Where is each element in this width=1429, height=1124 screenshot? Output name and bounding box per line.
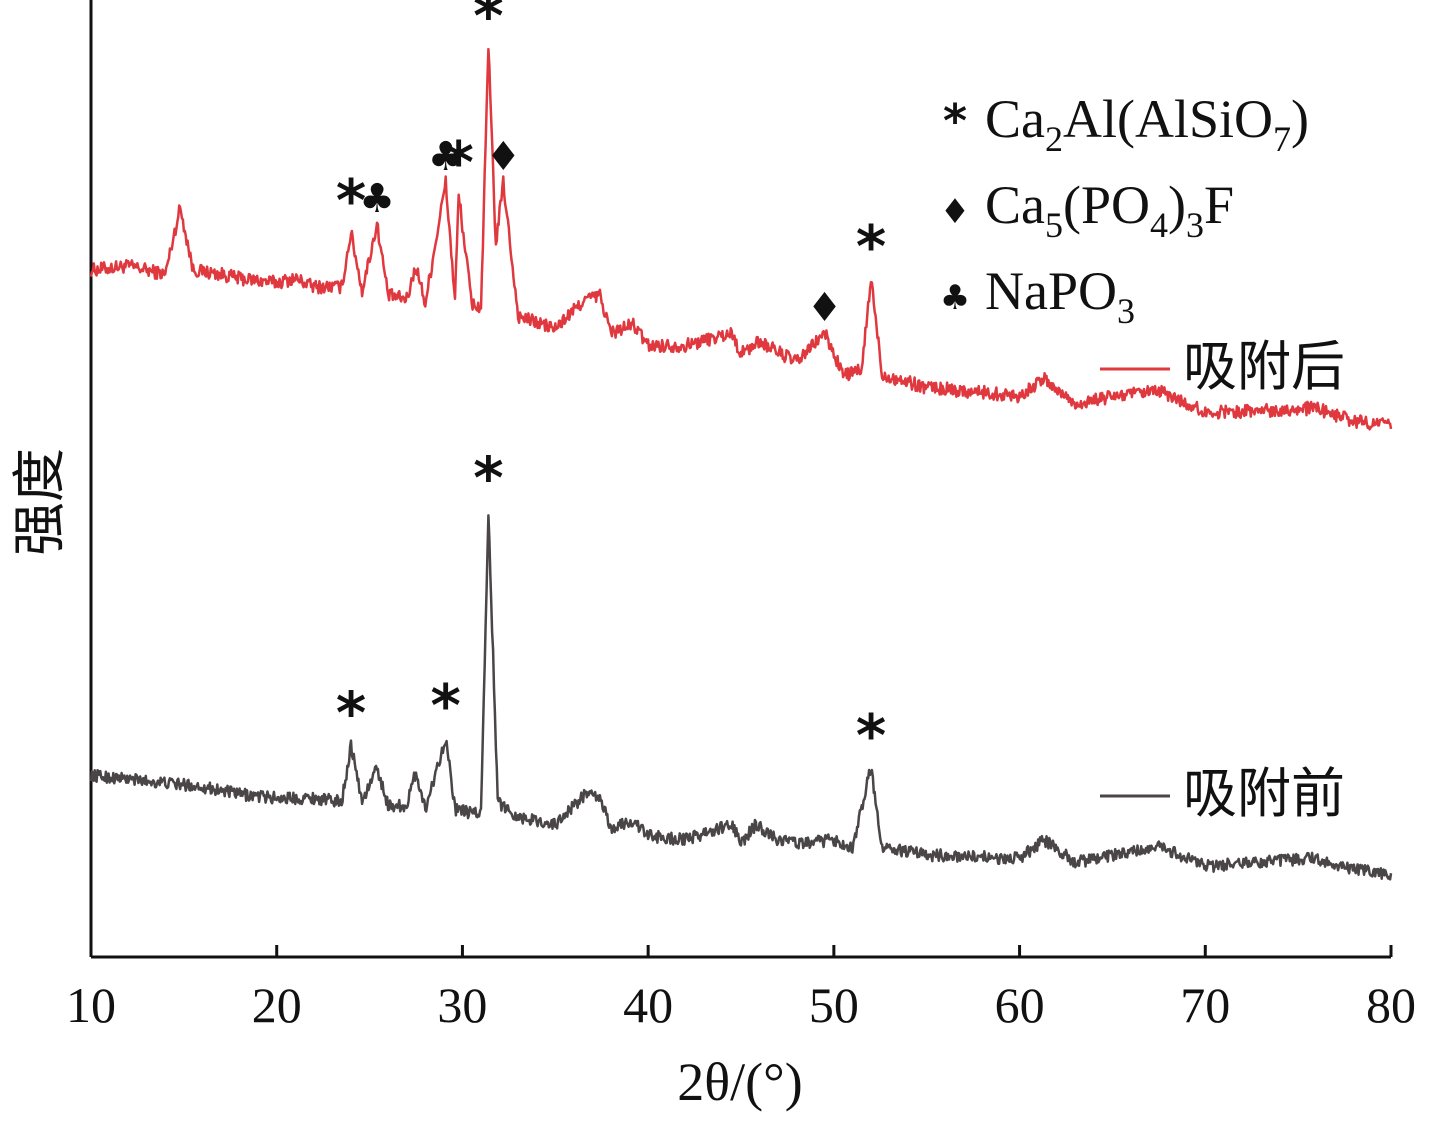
phase-legend-symbol: ♦	[940, 192, 970, 232]
x-tick-label: 50	[809, 977, 859, 1033]
peak-marker: *	[473, 444, 503, 512]
peak-marker: *	[336, 679, 366, 747]
peak-marker: *	[856, 702, 886, 770]
series-lines	[89, 47, 1393, 881]
peak-marker: ♦	[485, 134, 521, 180]
peak-marker: ♣	[359, 176, 395, 222]
phase-legend-label: Ca5(PO4)3F	[985, 175, 1234, 245]
phase-legend-label: Ca2Al(AlSiO7)	[985, 89, 1309, 159]
x-tick-label: 40	[623, 977, 673, 1033]
x-tick-label: 70	[1180, 977, 1230, 1033]
x-axis-label: 2θ/(°)	[677, 1052, 802, 1112]
x-tick-label: 80	[1366, 977, 1416, 1033]
peak-marker: *	[431, 671, 461, 739]
axes	[89, 0, 1391, 959]
series-line-2	[89, 514, 1393, 881]
phase-legend-symbol: ♣	[940, 278, 970, 318]
peak-marker: ♣	[428, 134, 464, 180]
peak-marker: *	[473, 0, 503, 50]
x-tick-label: 60	[995, 977, 1045, 1033]
peak-marker: *	[444, 129, 474, 197]
y-axis-label: 强度	[10, 448, 70, 556]
peak-marker: *	[856, 212, 886, 280]
series-line-1	[89, 47, 1393, 431]
series-legend-label: 吸附前	[1183, 764, 1345, 824]
x-tick-label: 30	[437, 977, 487, 1033]
peak-marker: *	[336, 166, 366, 234]
phase-legend: * Ca2Al(AlSiO7) ♦ Ca5(PO4)3F ♣ NaPO3	[940, 89, 1309, 331]
x-ticks: 10 20 30 40 50 60 70 80	[66, 945, 1416, 1033]
peak-marker: ♦	[807, 285, 843, 331]
x-tick-label: 20	[252, 977, 302, 1033]
x-tick-label: 10	[66, 977, 116, 1033]
phase-legend-symbol: *	[943, 94, 967, 148]
peak-markers: *♣♣**♦♦** ***	[336, 0, 886, 770]
series-legend-label: 吸附后	[1183, 337, 1345, 397]
phase-legend-label: NaPO3	[985, 261, 1135, 331]
